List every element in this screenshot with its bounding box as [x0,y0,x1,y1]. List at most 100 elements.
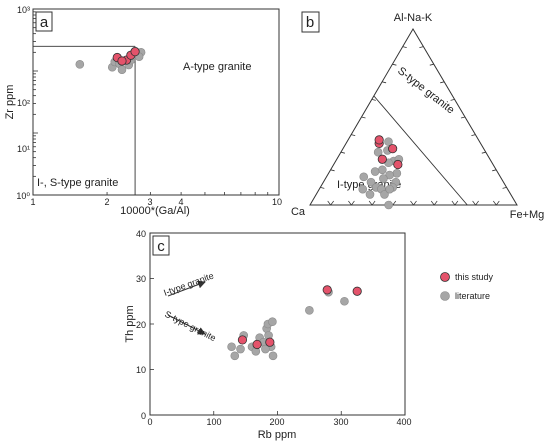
panel-b-tick [430,200,438,206]
panel-c-letter-box [152,235,170,256]
panel-b-literature-point [384,200,393,210]
panel-c-ticks [149,232,406,416]
panel-b-this-study-point [393,159,403,170]
panel-b-apex-right: Fe+Mg [510,209,545,221]
panel-b-tick [460,116,466,119]
panel-a-ytick-2: 10² [17,98,30,108]
panel-b-tick [392,63,397,66]
panel-b-literature-point [385,184,394,194]
panel-c-this-study-point [252,339,262,350]
panel-a-xtick-4: 4 [178,197,183,207]
panel-c-ytick-30: 30 [136,274,146,284]
panel-c-xlabel: Rb ppm [258,429,297,441]
panel-b-tick [471,134,476,136]
panel-b-tick [371,99,376,101]
panel-b-tick [368,200,376,206]
legend-this-study-marker [440,272,450,282]
panel-b-tick [502,187,507,189]
panel-a-xtick-10: 10 [272,197,282,207]
panel-c-points [227,285,362,361]
panel-a-xtick-3: 3 [147,197,152,207]
panel-b-apex-left: Ca [291,206,306,218]
panel-b-literature-point [365,190,375,199]
panel-a-ytick-1: 10¹ [17,144,30,154]
panel-a-region-a-type: A-type granite [183,61,251,73]
panel-a-letter-box [35,11,53,32]
panel-b-literature-point [373,147,383,157]
panel-b-tick [330,169,335,172]
panel-a: a A-type granite I-, S-type granite 1 2 … [4,5,282,217]
panel-b-tick [320,187,325,189]
panel-a-ticks [32,11,280,196]
panel-a-letter: a [40,14,49,31]
panel-c-ytick-20: 20 [136,320,146,330]
panel-c-xtick-100: 100 [206,417,221,427]
panel-c-literature-point [268,351,278,361]
panel-a-ylabel: Zr ppm [4,85,16,120]
panel-b-literature-point [380,190,389,199]
legend-literature-label: literature [455,291,490,301]
panel-c-ytick-10: 10 [136,365,146,375]
panel-b-tick [402,46,407,48]
panel-b-tick [429,63,434,66]
panel-b-literature-point [370,167,380,176]
panel-c-xtick-200: 200 [269,417,284,427]
panel-a-literature-point [75,60,85,69]
panel-b-tick [440,81,445,84]
panel-b-tick [327,200,334,206]
panel-a-literature-point [117,65,127,74]
panel-b-literature-point [378,165,387,175]
panel-a-this-study-point [117,56,127,66]
panel-b-tick [451,200,459,206]
panel-a-xtick-1: 1 [30,197,35,207]
panel-b-points [358,135,404,210]
panel-c-literature-point [230,351,240,361]
panel-a-points [75,46,146,74]
panel-a-this-study-point [130,47,140,57]
panel-b-tick [351,134,356,136]
panel-c-this-study-point [322,285,332,295]
panel-b-literature-point [366,177,376,187]
panel-b-tick [361,116,366,119]
panel-b-letter-box [301,11,320,33]
panel-c: c I-type granite S-type granite 0 100 20… [124,229,412,441]
panel-c-arrow-s [167,314,206,335]
legend: this study literature [440,272,494,301]
panel-b: b Al-Na-K Ca Fe+Mg S-type granite I-type… [291,11,545,221]
panel-b-tick [472,200,479,206]
panel-c-xtick-0: 0 [147,417,152,427]
panel-c-ytick-40: 40 [136,229,146,239]
panel-c-arrow-i [167,280,206,297]
panel-a-xtick-2: 2 [104,197,109,207]
panel-c-literature-point [340,296,349,306]
panel-b-literature-point [384,137,393,146]
panel-b-tick [410,200,417,206]
panel-b-apex-top: Al-Na-K [394,12,433,24]
panel-c-xtick-400: 400 [396,417,411,427]
legend-literature-marker [440,291,450,301]
panel-a-frame [32,8,280,196]
panel-c-letter: c [157,238,165,255]
panel-b-this-study-point [377,154,387,164]
panel-b-literature-point [392,169,402,178]
panel-c-literature-point [305,306,314,315]
panel-a-boundary [33,45,136,195]
panel-b-this-study-point [388,144,398,154]
panel-b-tick [382,81,387,84]
panel-b-tick [450,99,455,101]
panel-a-xlabel: 10000*(Ga/Al) [120,205,190,217]
panel-b-divider [373,95,468,206]
panel-c-this-study-point [265,337,275,347]
panel-c-literature-point [268,317,277,327]
panel-b-region-s-type: S-type granite [395,65,456,117]
panel-b-tick [419,46,424,48]
panel-b-literature-point [359,172,369,182]
panel-b-literature-point [379,174,388,183]
panel-c-this-study-point [352,286,362,296]
panel-c-xtick-300: 300 [333,417,348,427]
panel-a-region-is-type: I-, S-type granite [37,177,118,189]
panel-a-ytick-0: 10⁰ [16,191,30,201]
panel-b-tick [492,169,497,172]
panel-b-triangle [309,28,518,206]
